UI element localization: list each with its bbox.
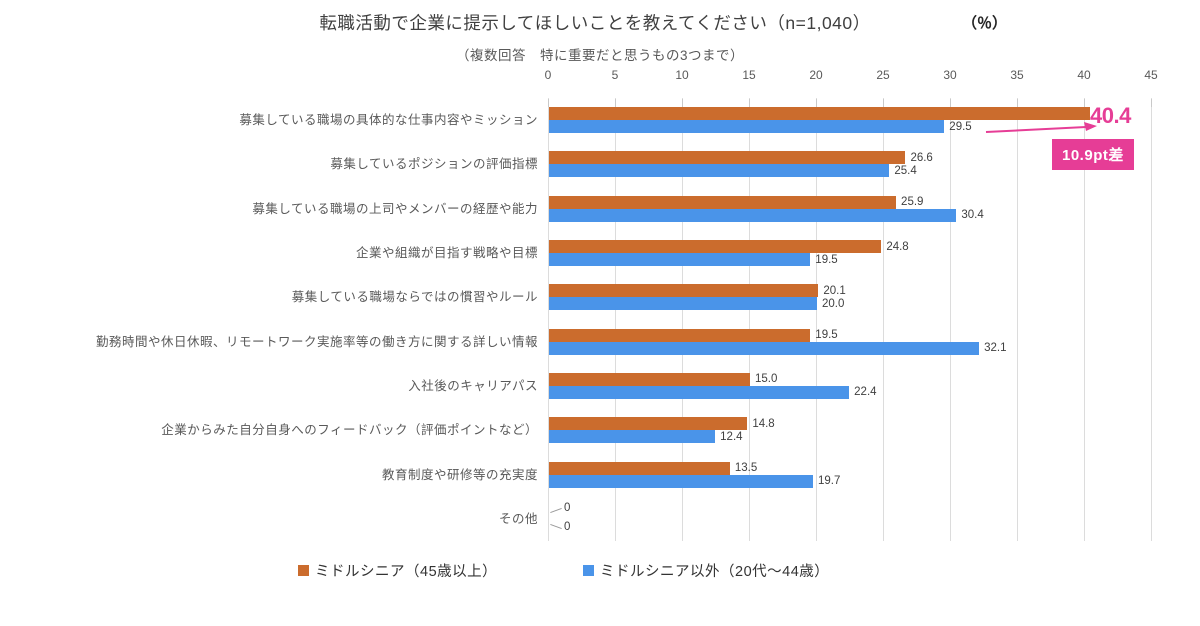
category-label: 入社後のキャリアパス bbox=[408, 378, 538, 393]
axis-tick bbox=[815, 99, 817, 107]
bar-non-middle-senior bbox=[549, 430, 716, 444]
axis-tick bbox=[547, 99, 549, 107]
gridline bbox=[748, 98, 750, 541]
x-axis-tick-label: 45 bbox=[1144, 68, 1158, 82]
value-label: 12.4 bbox=[720, 430, 743, 443]
leader-line bbox=[550, 524, 562, 530]
category-label: 募集しているポジションの評価指標 bbox=[330, 157, 538, 172]
bar-non-middle-senior bbox=[549, 253, 811, 267]
gridline bbox=[1016, 98, 1018, 541]
chart-title: 転職活動で企業に提示してほしいことを教えてください（n=1,040） bbox=[319, 13, 871, 33]
bar-non-middle-senior bbox=[549, 164, 890, 178]
x-axis-tick-label: 30 bbox=[943, 68, 957, 82]
bar-middle-senior bbox=[549, 328, 811, 342]
x-axis-tick-label: 35 bbox=[1010, 68, 1024, 82]
value-label: 32.1 bbox=[984, 342, 1007, 355]
value-label: 19.5 bbox=[815, 253, 838, 266]
axis-tick bbox=[748, 99, 750, 107]
highlight-value-label: 40.4 bbox=[1090, 103, 1131, 128]
gridline bbox=[681, 98, 683, 541]
bar-middle-senior bbox=[549, 372, 750, 386]
gridline bbox=[614, 98, 616, 541]
x-axis-tick-label: 20 bbox=[809, 68, 823, 82]
category-label: 勤務時間や休日休暇、リモートワーク実施率等の働き方に関する詳しい情報 bbox=[95, 334, 538, 349]
x-axis-tick-label: 5 bbox=[611, 68, 619, 82]
x-axis-tick-label: 15 bbox=[742, 68, 756, 82]
axis-tick bbox=[1016, 99, 1018, 107]
legend-label-middle-senior: ミドルシニア（45歳以上） bbox=[315, 564, 498, 580]
axis-tick bbox=[882, 99, 884, 107]
bar-non-middle-senior bbox=[549, 297, 817, 311]
x-axis-tick-label: 25 bbox=[876, 68, 890, 82]
value-label: 0 bbox=[564, 521, 571, 534]
legend-swatch-middle-senior bbox=[298, 565, 309, 576]
difference-badge: 10.9pt差 bbox=[1052, 139, 1134, 170]
axis-tick bbox=[949, 99, 951, 107]
bar-middle-senior bbox=[549, 195, 897, 209]
gridline bbox=[949, 98, 951, 541]
bar-non-middle-senior bbox=[549, 385, 850, 399]
value-label: 0 bbox=[564, 502, 571, 515]
axis-tick bbox=[1083, 99, 1085, 107]
legend-swatch-non-middle-senior bbox=[583, 565, 594, 576]
value-label: 29.5 bbox=[949, 120, 972, 133]
value-label: 19.5 bbox=[815, 329, 838, 342]
category-label: その他 bbox=[498, 511, 538, 526]
bar-middle-senior bbox=[549, 107, 1091, 121]
legend-item-middle-senior: ミドルシニア（45歳以上） bbox=[298, 560, 497, 581]
category-label: 教育制度や研修等の充実度 bbox=[381, 467, 538, 482]
category-label: 募集している職場の上司やメンバーの経歴や能力 bbox=[252, 201, 538, 216]
bar-middle-senior bbox=[549, 240, 882, 254]
legend-label-non-middle-senior: ミドルシニア以外（20代～44歳） bbox=[600, 564, 830, 580]
value-label: 19.7 bbox=[817, 475, 841, 488]
category-label: 企業からみた自分自身へのフィードバック（評価ポイントなど） bbox=[161, 423, 538, 438]
legend-item-non-middle-senior: ミドルシニア以外（20代～44歳） bbox=[583, 560, 829, 581]
x-axis-tick-label: 0 bbox=[544, 68, 552, 82]
x-axis-tick-label: 40 bbox=[1077, 68, 1091, 82]
category-label: 企業や組織が目指す戦略や目標 bbox=[355, 246, 538, 261]
value-label: 15.0 bbox=[755, 373, 778, 386]
value-label: 30.4 bbox=[961, 209, 984, 222]
category-label: 募集している職場の具体的な仕事内容やミッション bbox=[239, 113, 538, 128]
gridline bbox=[1083, 98, 1085, 541]
bar-non-middle-senior bbox=[549, 474, 813, 488]
value-label: 24.8 bbox=[886, 240, 909, 253]
value-label: 22.4 bbox=[854, 386, 877, 399]
x-axis-tick-label: 10 bbox=[675, 68, 689, 82]
value-label: 25.9 bbox=[901, 196, 924, 209]
bar-non-middle-senior bbox=[549, 208, 957, 222]
axis-tick bbox=[1150, 99, 1152, 107]
unit-label: （％） bbox=[962, 15, 1008, 32]
bar-non-middle-senior bbox=[549, 341, 980, 355]
axis-tick bbox=[681, 99, 683, 107]
value-label: 20.1 bbox=[823, 284, 846, 297]
difference-arrow-icon bbox=[985, 120, 1099, 141]
value-label: 20.0 bbox=[822, 297, 845, 310]
gridline bbox=[815, 98, 817, 541]
bar-non-middle-senior bbox=[549, 120, 945, 134]
bar-middle-senior bbox=[549, 461, 730, 475]
gridline bbox=[1150, 98, 1152, 541]
value-label: 26.6 bbox=[910, 151, 933, 164]
bar-middle-senior bbox=[549, 417, 748, 431]
category-label: 募集している職場ならではの慣習やルール bbox=[291, 290, 538, 305]
gridline bbox=[882, 98, 884, 541]
value-label: 14.8 bbox=[752, 417, 775, 430]
chart-subtitle: （複数回答 特に重要だと思うもの3つまで） bbox=[455, 48, 744, 63]
value-label: 25.4 bbox=[894, 164, 917, 177]
bar-middle-senior bbox=[549, 284, 819, 298]
bar-middle-senior bbox=[549, 151, 906, 165]
leader-line bbox=[550, 508, 562, 514]
axis-tick bbox=[614, 99, 616, 107]
gridline bbox=[547, 98, 549, 541]
value-label: 13.5 bbox=[734, 462, 758, 475]
